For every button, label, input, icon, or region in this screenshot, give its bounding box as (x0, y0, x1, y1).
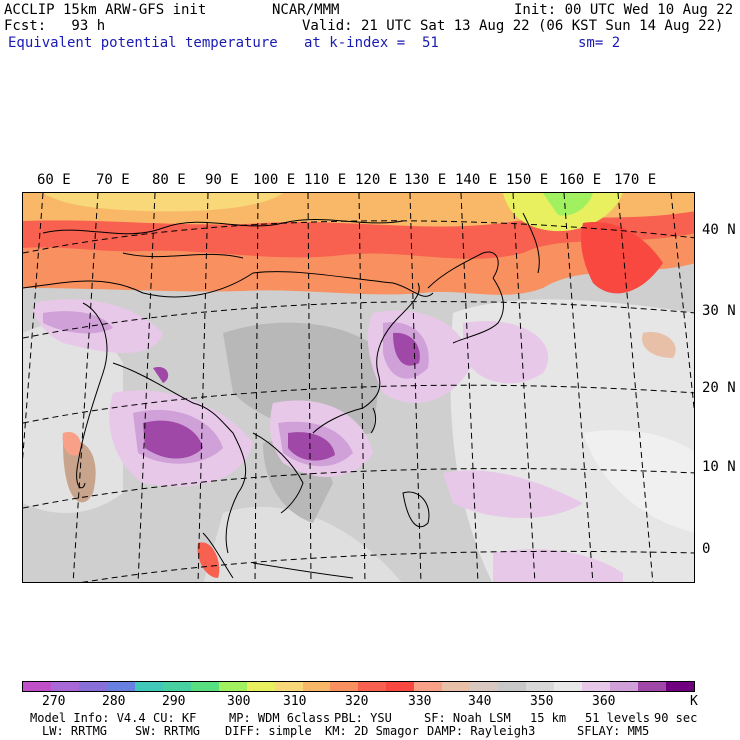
model-info: SW: RRTMG (135, 724, 201, 738)
lat-label: 0 (702, 541, 711, 557)
field-name: Equivalent potential temperature (8, 35, 278, 51)
lon-label: 170 E (614, 172, 657, 188)
colorbar-swatch (470, 682, 499, 691)
lat-label: 10 N (702, 459, 736, 475)
colorbar-label: 330 (408, 694, 432, 709)
lon-label: 60 E (37, 172, 71, 188)
level-label: at k-index = 51 (304, 35, 439, 51)
colorbar-swatch (442, 682, 471, 691)
organization-label: NCAR/MMM (272, 2, 340, 18)
colorbar-swatch (78, 682, 107, 691)
colorbar-swatch (274, 682, 303, 691)
model-info: SFLAY: MM5 (577, 724, 650, 738)
lat-label: 40 N (702, 222, 736, 238)
model-info: 15 km (530, 711, 567, 725)
lon-label: 160 E (559, 172, 602, 188)
colorbar-swatch (582, 682, 611, 691)
colorbar-label: 320 (345, 694, 369, 709)
colorbar-swatch (330, 682, 359, 691)
field-warm-band (23, 193, 694, 295)
lat-label: 30 N (702, 303, 736, 319)
field-moist-max (143, 332, 420, 461)
colorbar-swatch (218, 682, 247, 691)
colorbar-label: 350 (530, 694, 554, 709)
colorbar (22, 681, 695, 692)
colorbar-label: 310 (283, 694, 307, 709)
coastlines (23, 212, 540, 579)
model-title: ACCLIP 15km ARW-GFS init (4, 2, 207, 18)
lon-label: 150 E (506, 172, 549, 188)
model-info: KM: 2D Smagor (325, 724, 419, 738)
colorbar-swatch (302, 682, 331, 691)
colorbar-swatch (665, 682, 694, 691)
lon-label: 120 E (355, 172, 398, 188)
colorbar-label: 340 (468, 694, 492, 709)
colorbar-swatch (134, 682, 163, 691)
colorbar-swatch (162, 682, 191, 691)
lon-label: 100 E (253, 172, 296, 188)
colorbar-swatch (106, 682, 135, 691)
model-info: 90 sec (654, 711, 698, 725)
model-info: MP: WDM 6class (229, 711, 331, 725)
init-time: Init: 00 UTC Wed 10 Aug 22 (514, 2, 734, 18)
lon-label: 80 E (152, 172, 186, 188)
lon-label: 140 E (455, 172, 498, 188)
map-panel (22, 192, 695, 583)
lon-label: 70 E (96, 172, 130, 188)
lon-label: 110 E (304, 172, 347, 188)
colorbar-label: 270 (42, 694, 66, 709)
model-info: LW: RRTMG (42, 724, 108, 738)
colorbar-swatch (190, 682, 219, 691)
colorbar-swatch (414, 682, 443, 691)
model-info: DIFF: simple (225, 724, 312, 738)
colorbar-swatch (610, 682, 638, 691)
graticule (23, 193, 694, 582)
smoothing-label: sm= 2 (578, 35, 621, 51)
model-info: CU: KF (153, 711, 197, 725)
model-info: 51 levels (585, 711, 651, 725)
colorbar-swatch (526, 682, 555, 691)
valid-time: Valid: 21 UTC Sat 13 Aug 22 (06 KST Sun … (302, 18, 724, 34)
colorbar-swatch (246, 682, 275, 691)
colorbar-label: 280 (102, 694, 126, 709)
colorbar-label: 290 (162, 694, 186, 709)
colorbar-swatch (23, 682, 51, 691)
colorbar-swatch (554, 682, 583, 691)
lon-label: 130 E (404, 172, 447, 188)
colorbar-swatch (637, 682, 666, 691)
colorbar-swatch (358, 682, 387, 691)
colorbar-unit: K (690, 694, 698, 709)
colorbar-swatch (50, 682, 79, 691)
theta-e-map (23, 193, 694, 582)
colorbar-swatch (386, 682, 415, 691)
model-info: SF: Noah LSM (424, 711, 511, 725)
field-warm-spots (62, 332, 676, 578)
model-info: Model Info: V4.4 (30, 711, 146, 725)
colorbar-label: 360 (592, 694, 616, 709)
colorbar-label: 300 (227, 694, 251, 709)
model-info: PBL: YSU (334, 711, 392, 725)
colorbar-swatch (498, 682, 527, 691)
lat-label: 20 N (702, 380, 736, 396)
model-info: DAMP: Rayleigh3 (427, 724, 536, 738)
lon-label: 90 E (205, 172, 239, 188)
forecast-hour: Fcst: 93 h (4, 18, 106, 34)
